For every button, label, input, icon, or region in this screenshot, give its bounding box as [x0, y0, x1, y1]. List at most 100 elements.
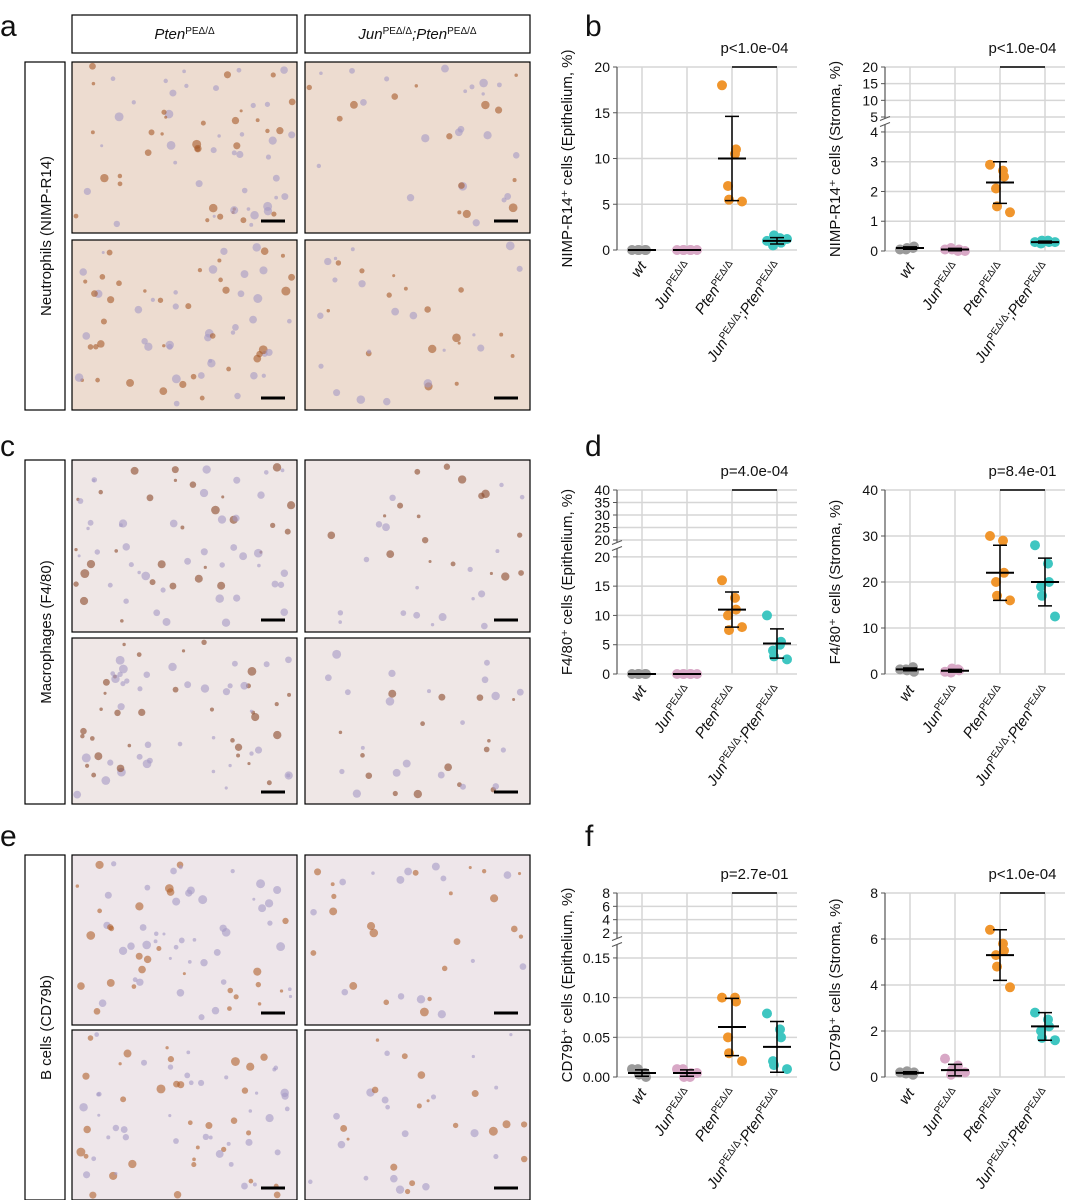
cell — [416, 514, 421, 519]
cell — [339, 768, 345, 775]
data-point — [1030, 540, 1040, 551]
cell — [144, 149, 152, 157]
cell — [93, 1008, 101, 1015]
data-point — [723, 180, 733, 191]
cell — [146, 494, 154, 502]
cell — [458, 182, 465, 189]
cell — [341, 988, 349, 996]
cell — [107, 924, 114, 931]
cell — [471, 1090, 479, 1098]
histology-image — [304, 459, 531, 633]
cell — [437, 1010, 446, 1019]
cell — [510, 925, 518, 933]
cell — [169, 89, 177, 97]
cell — [91, 81, 96, 86]
cell — [194, 574, 203, 583]
cell — [197, 372, 205, 379]
cell — [168, 956, 172, 960]
cell — [79, 596, 89, 606]
cell — [504, 193, 512, 200]
cell — [344, 689, 351, 696]
cell — [395, 1185, 405, 1194]
cell — [184, 681, 192, 689]
cell — [443, 463, 451, 470]
cell — [280, 253, 285, 258]
cell — [141, 1059, 148, 1066]
cell — [104, 891, 112, 899]
cell — [383, 999, 390, 1006]
data-point — [991, 183, 1001, 194]
cell — [264, 101, 271, 107]
data-point — [717, 575, 727, 586]
cell — [308, 1179, 313, 1185]
superscript: PEΔ/Δ — [754, 682, 780, 713]
cell — [230, 330, 236, 335]
cell — [127, 942, 135, 950]
gene-name: Jun — [918, 284, 946, 314]
cell — [281, 193, 289, 201]
cell — [94, 549, 101, 555]
cell — [230, 868, 235, 874]
cell — [215, 1150, 224, 1158]
cell — [181, 649, 186, 653]
cell — [426, 1099, 430, 1103]
cell — [99, 707, 103, 712]
superscript: PEΔ/Δ — [1022, 1085, 1048, 1116]
cell — [392, 790, 398, 797]
cell — [118, 519, 128, 528]
cell — [253, 967, 262, 976]
cell — [274, 1149, 281, 1156]
cell — [509, 1033, 513, 1037]
superscript: PEΔ/Δ — [977, 1085, 1003, 1116]
panel-letter: c — [0, 430, 15, 463]
cell — [324, 674, 332, 682]
y-tick-label: 4 — [870, 124, 878, 140]
cell — [499, 332, 504, 337]
cell — [107, 582, 113, 588]
panel-letter: e — [0, 820, 17, 853]
cell — [501, 197, 507, 203]
data-point — [717, 80, 727, 91]
y-tick-label: 4 — [602, 912, 610, 928]
data-point — [731, 144, 741, 155]
cell — [132, 977, 138, 983]
cell — [156, 1084, 166, 1094]
cell — [173, 400, 180, 407]
gene-name: Jun — [650, 707, 678, 737]
cell — [223, 71, 232, 79]
cell — [417, 1071, 426, 1079]
y-tick-label: 20 — [594, 532, 610, 548]
cell — [171, 374, 181, 384]
data-point — [940, 1053, 950, 1064]
superscript: PEΔ/Δ — [977, 682, 1003, 713]
cell — [499, 482, 504, 488]
p-value: p<1.0e-04 — [989, 40, 1057, 57]
cell — [496, 82, 502, 88]
cell — [233, 476, 241, 484]
panel-letter: b — [585, 10, 602, 43]
y-tick-label: 0 — [870, 666, 878, 682]
y-axis-label: F4/80⁺ cells (Epithelium, %) — [559, 489, 576, 675]
cell — [335, 260, 342, 266]
cell — [204, 333, 212, 342]
cell — [386, 292, 392, 298]
gene-name: ;Pten — [734, 1110, 768, 1148]
cell — [457, 210, 462, 215]
cell — [215, 594, 224, 603]
cell — [501, 572, 510, 581]
cell — [441, 965, 448, 972]
cell — [126, 378, 134, 387]
cell — [228, 763, 232, 768]
cell — [83, 1171, 91, 1179]
cell — [202, 465, 211, 474]
cell — [401, 1053, 408, 1060]
cell — [288, 98, 296, 106]
cell — [241, 1087, 249, 1094]
label: JunPEΔ/Δ — [650, 1085, 696, 1140]
cell — [493, 1154, 499, 1160]
cell — [128, 1159, 137, 1169]
cell — [94, 752, 103, 761]
cell — [392, 768, 401, 777]
cell — [213, 948, 221, 956]
label: PtenPEΔ/Δ — [691, 258, 740, 318]
